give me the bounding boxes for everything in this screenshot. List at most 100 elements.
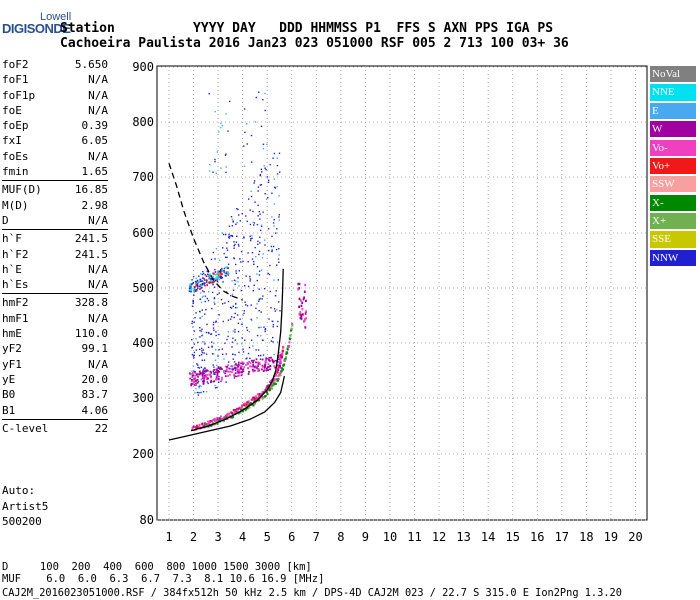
echo-dot-spread (278, 219, 280, 221)
param-value: 83.7 (81, 388, 109, 402)
echo-dot-o-trace (281, 356, 283, 359)
echo-dot-spread (278, 152, 281, 154)
echo-dot-west (203, 380, 205, 382)
echo-dot-west (255, 361, 257, 364)
echo-dot-o-trace (254, 395, 257, 398)
echo-dot-x-trace (267, 387, 270, 390)
echo-dot-spread (267, 179, 270, 181)
echo-dot-spread (250, 318, 252, 321)
echo-dot-multihop (212, 273, 214, 275)
echo-dot-spread (279, 351, 281, 354)
echo-dot-spread (236, 208, 238, 210)
echo-dot-spread (278, 248, 280, 250)
echo-dot-spread (202, 272, 205, 275)
param-row-muf-d-: MUF(D) 16.85 (2, 182, 108, 197)
echo-dot-west (189, 377, 192, 380)
echo-dot-spread (232, 220, 234, 222)
echo-dot-high (250, 161, 253, 163)
echo-dot-o-trace (191, 428, 194, 431)
echo-dot-spread (265, 198, 268, 200)
echo-dot-spread (200, 354, 203, 356)
echo-dot-x-trace (276, 378, 279, 381)
echo-dot-x-trace (225, 416, 228, 419)
echo-dot-west (207, 377, 209, 380)
echo-dot-west (194, 372, 197, 375)
echo-dot-spread (245, 358, 247, 360)
echo-dot-patch (297, 288, 299, 291)
echo-dot-x-trace (239, 411, 242, 414)
echo-dot-x-trace (269, 388, 271, 391)
echo-dot-spread (224, 342, 226, 344)
param-value: N/A (88, 103, 108, 117)
echo-dot-multihop (196, 284, 199, 287)
echo-dot-west (217, 370, 220, 372)
echo-dot-spread (201, 309, 203, 311)
echo-dot-high (221, 124, 224, 127)
echo-dot-spread (275, 232, 277, 234)
echo-dot-spread (200, 385, 202, 387)
y-tick-label: 700 (132, 170, 154, 184)
echo-dot-spread (234, 280, 237, 282)
echo-dot-spread (197, 380, 200, 383)
echo-dot-spread (251, 258, 254, 260)
echo-dot-spread (230, 307, 233, 309)
echo-dot-spread (267, 181, 270, 183)
echo-dot-multihop (197, 281, 199, 284)
param-row-ye: yE 20.0 (2, 372, 108, 387)
echo-dot-west (241, 371, 243, 373)
legend-item-x-: X+ (650, 213, 696, 230)
echo-dot-spread (251, 252, 254, 254)
echo-dot-spread (277, 279, 279, 281)
param-label: h`Es (2, 278, 29, 292)
echo-dot-west (252, 370, 255, 373)
echo-dot-west (253, 369, 256, 372)
echo-dot-west (272, 361, 275, 364)
param-row-foe: foE N/A (2, 103, 108, 118)
echo-dot-spread (231, 346, 233, 348)
echo-dot-x-trace (232, 412, 235, 415)
x-tick-label: 6 (288, 530, 295, 544)
echo-dot-patch (297, 282, 300, 286)
auto-label: Auto: (2, 484, 36, 497)
echo-dot-spread (246, 329, 249, 331)
echo-dot-spread (238, 351, 240, 354)
echo-dot-west (267, 358, 270, 360)
echo-dot-west (237, 363, 240, 366)
y-tick-label: 900 (132, 60, 154, 74)
echo-dot-west (243, 366, 246, 369)
echo-dot-multihop (221, 267, 223, 270)
echo-dot-multihop (227, 272, 230, 275)
echo-dot-west (209, 376, 212, 379)
legend-item-noval: NoVal (650, 66, 696, 83)
param-label: fxI (2, 134, 22, 148)
echo-dot-high (220, 122, 222, 125)
echo-dot-spread (225, 353, 227, 355)
echo-dot-spread (265, 168, 267, 171)
echo-dot-spread (215, 331, 217, 333)
echo-dot-west (202, 382, 205, 385)
echo-dot-spread (256, 273, 258, 275)
echo-dot-west (209, 370, 212, 373)
echo-dot-spread (207, 273, 209, 275)
echo-dot-west (192, 372, 194, 374)
echo-dot-west (220, 378, 223, 381)
echo-dot-spread (264, 244, 266, 246)
echo-dot-spread (211, 353, 214, 355)
echo-dot-west (201, 374, 204, 377)
echo-dot-spread (199, 292, 202, 294)
echo-dot-west (216, 371, 219, 374)
echo-dot-spread (215, 334, 217, 337)
echo-dot-west (209, 373, 212, 376)
echo-dot-spread (278, 216, 280, 218)
param-value: 328.8 (74, 296, 108, 310)
echo-dot-spread (235, 241, 238, 243)
echo-dot-spread (193, 357, 195, 359)
echo-dot-x-trace (252, 404, 255, 407)
echo-dot-spread (259, 173, 262, 176)
echo-dot-spread (222, 353, 224, 355)
echo-dot-west (249, 365, 251, 368)
echo-dot-west (217, 377, 220, 380)
echo-dot-spread (257, 240, 259, 243)
echo-dot-spread (206, 381, 209, 383)
echo-dot-west (241, 365, 243, 368)
